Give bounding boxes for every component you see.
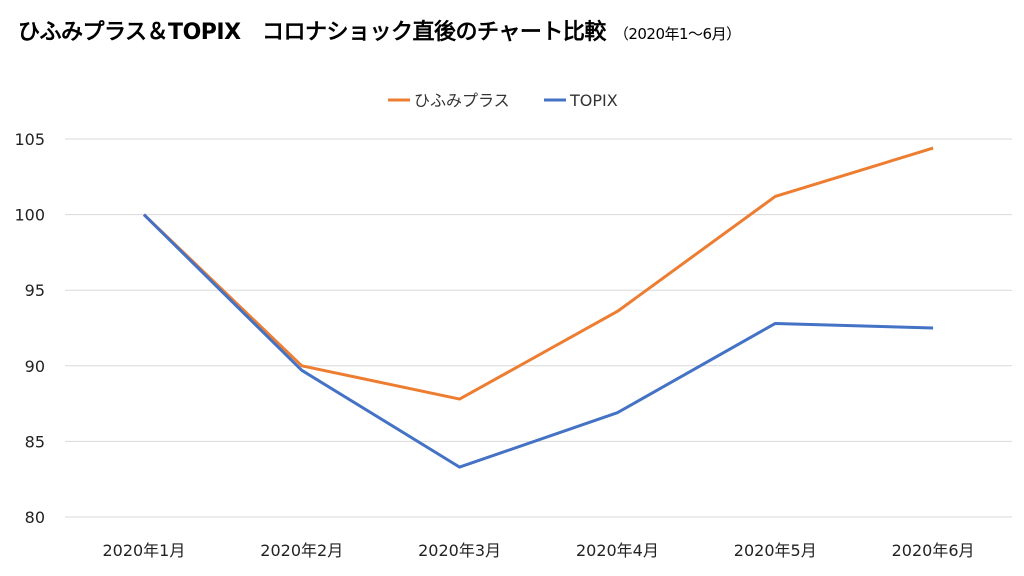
x-tick-label: 2020年3月 (418, 541, 501, 560)
legend-label-0: ひふみプラス (414, 91, 510, 110)
chart-title-main: ひふみプラス＆TOPIX コロナショック直後のチャート比較 (18, 20, 606, 45)
x-tick-label: 2020年5月 (734, 541, 817, 560)
series-line-0 (142, 146, 934, 401)
y-tick-label: 80 (25, 508, 45, 527)
legend-label-1: TOPIX (569, 91, 618, 110)
x-tick-label: 2020年4月 (576, 541, 659, 560)
y-tick-label: 90 (25, 357, 45, 376)
chart-subtitle: （2020年1～6月） (613, 25, 741, 43)
x-tick-label: 2020年2月 (260, 541, 343, 560)
chart-title: ひふみプラス＆TOPIX コロナショック直後のチャート比較 （2020年1～6月） (18, 14, 741, 46)
y-tick-label: 105 (14, 130, 45, 149)
x-tick-label: 2020年6月 (892, 541, 975, 560)
x-tick-label: 2020年1月 (102, 541, 185, 560)
y-tick-label: 95 (25, 281, 45, 300)
y-tick-label: 85 (25, 432, 45, 451)
series-line-1 (142, 213, 934, 469)
y-tick-label: 100 (14, 206, 45, 225)
